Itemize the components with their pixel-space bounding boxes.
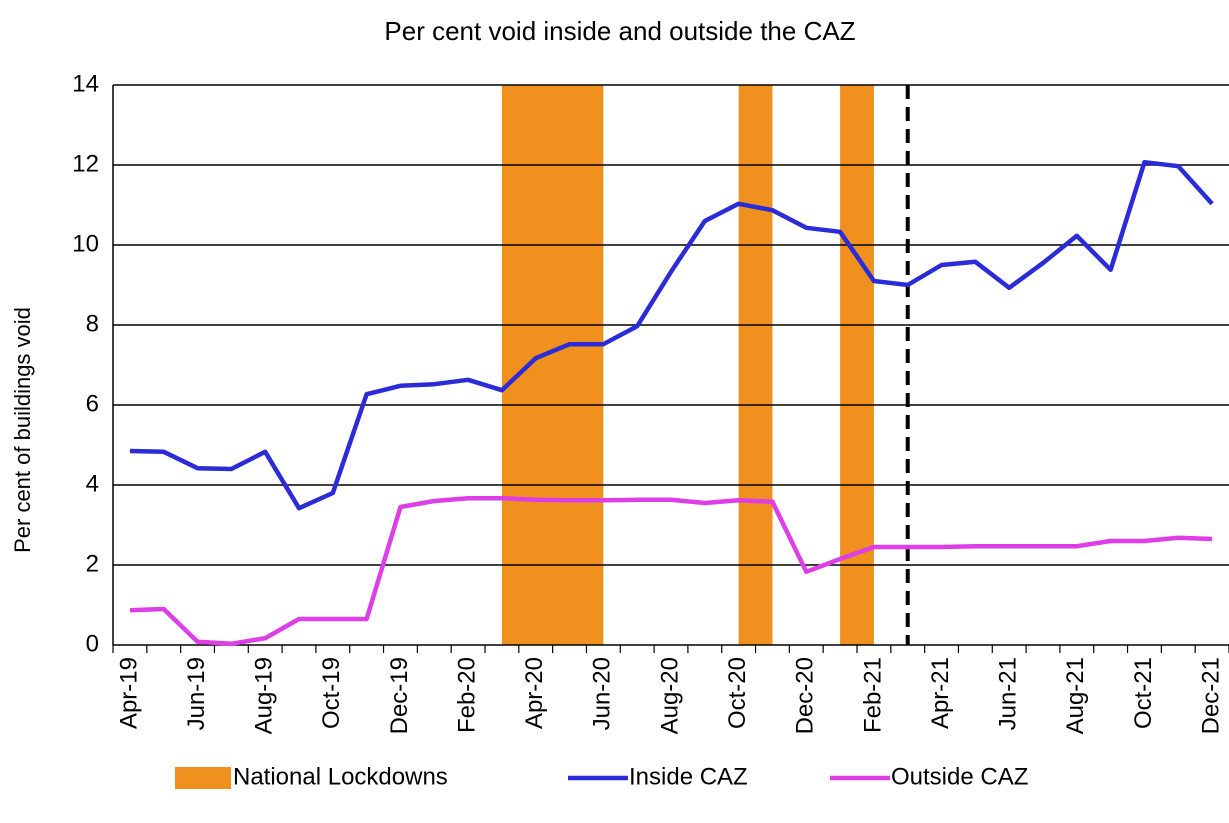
x-tick-label: Dec-20 (792, 657, 819, 734)
y-tick-label: 0 (86, 630, 99, 657)
x-tick-label: Oct-21 (1130, 657, 1157, 729)
x-tick-label: Apr-21 (927, 657, 954, 729)
x-tick-label: Jun-20 (589, 657, 616, 730)
lockdown-span (840, 85, 874, 645)
y-tick-label: 8 (86, 310, 99, 337)
series-line (129, 159, 1214, 511)
x-tick-label: Oct-20 (724, 657, 751, 729)
x-tick-label: Aug-20 (656, 657, 683, 734)
x-tick-label: Feb-21 (859, 657, 886, 733)
y-tick-label: 2 (86, 550, 99, 577)
x-tick-label: Jun-19 (183, 657, 210, 730)
chart-title: Per cent void inside and outside the CAZ (384, 16, 855, 46)
x-tick-label: Apr-20 (521, 657, 548, 729)
x-tick-label: Aug-19 (251, 657, 278, 734)
legend-label: National Lockdowns (233, 763, 448, 790)
x-tick-label: Aug-21 (1062, 657, 1089, 734)
x-tick-label: Feb-20 (453, 657, 480, 733)
x-tick-label: Oct-19 (318, 657, 345, 729)
legend-swatch (175, 767, 231, 789)
x-tick-label: Apr-19 (115, 657, 142, 729)
x-tick-label: Jun-21 (995, 657, 1022, 730)
legend-label: Outside CAZ (891, 763, 1028, 790)
y-tick-label: 4 (86, 470, 99, 497)
y-tick-label: 12 (72, 150, 99, 177)
lockdown-span (738, 85, 773, 645)
lockdown-span (501, 85, 604, 645)
legend-label: Inside CAZ (629, 763, 748, 790)
series-line (129, 495, 1213, 647)
y-tick-label: 14 (72, 70, 99, 97)
y-axis-label: Per cent of buildings void (10, 307, 35, 553)
x-tick-label: Dec-19 (386, 657, 413, 734)
x-tick-label: Dec-21 (1197, 657, 1224, 734)
y-tick-label: 10 (72, 230, 99, 257)
y-tick-label: 6 (86, 390, 99, 417)
